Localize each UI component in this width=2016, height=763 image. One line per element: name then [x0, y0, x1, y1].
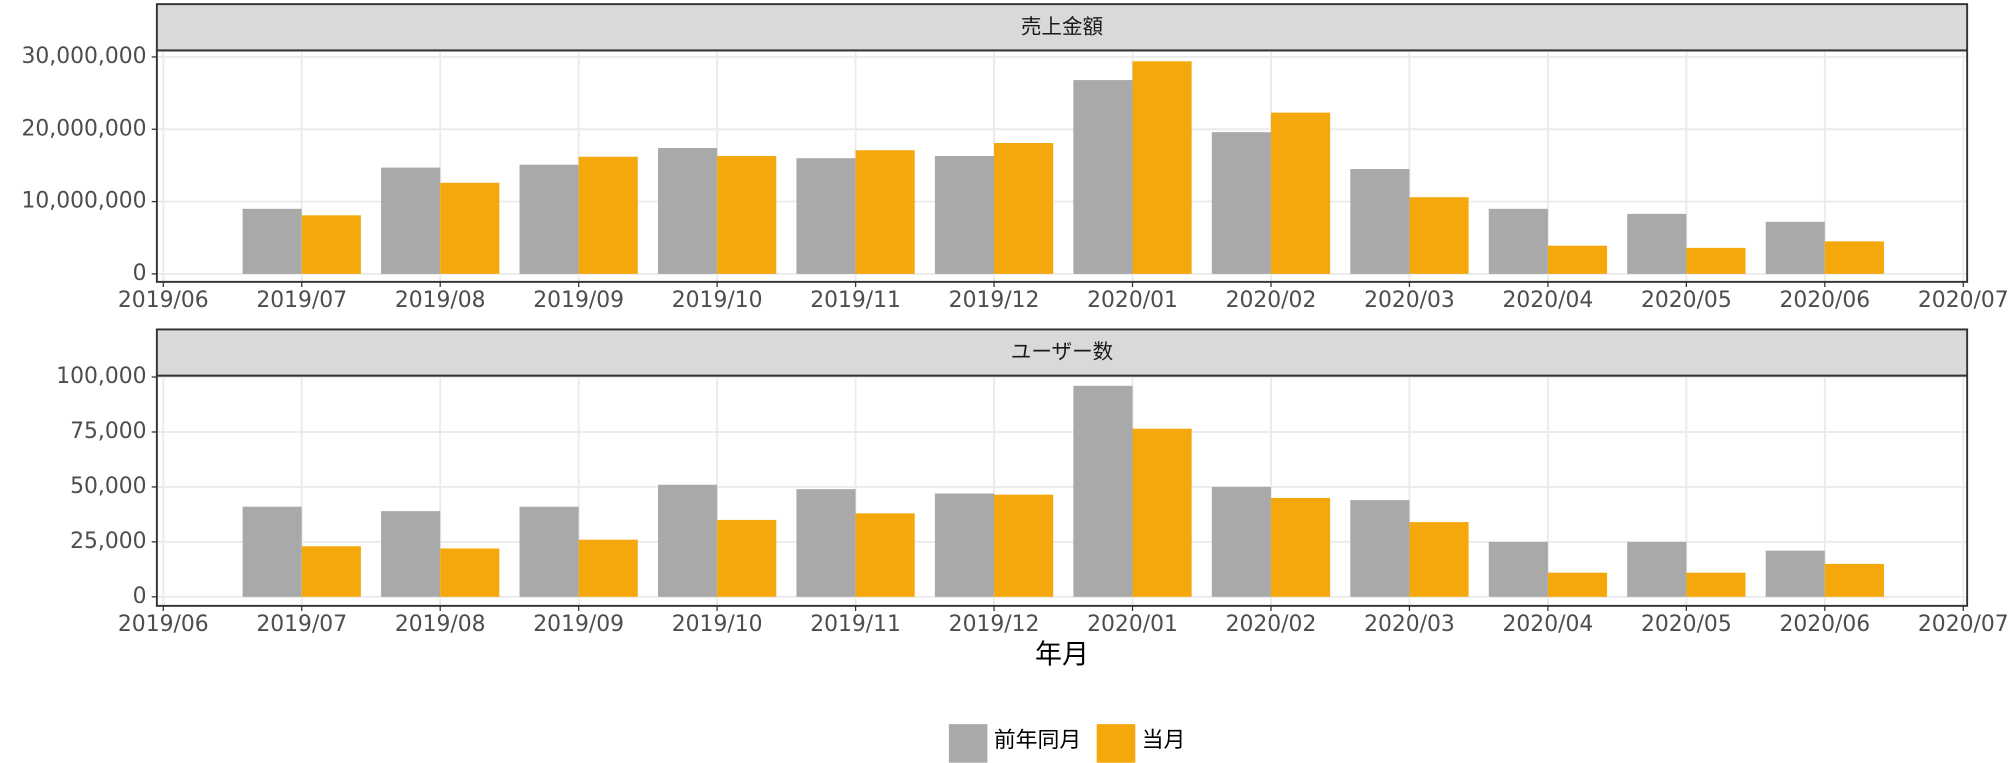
x-tick-label: 2020/02 [1226, 612, 1317, 637]
bar [242, 506, 302, 597]
bar [1073, 385, 1133, 597]
panel-border [155, 49, 1969, 283]
bar [855, 513, 915, 597]
bar [519, 164, 579, 274]
x-tick-label: 2019/06 [118, 288, 209, 313]
bar [657, 148, 718, 274]
bar [1547, 572, 1608, 597]
bar [242, 208, 302, 274]
bar [1547, 245, 1608, 274]
x-tick-label: 2020/01 [1087, 612, 1178, 637]
panel-border [155, 374, 1969, 607]
x-tick-label: 2020/01 [1087, 288, 1178, 313]
legend-label: 当月 [1142, 728, 1186, 753]
bar [796, 489, 856, 597]
bar [1488, 208, 1548, 274]
x-tick-label: 2019/08 [395, 288, 486, 313]
x-tick-label: 2020/05 [1641, 288, 1732, 313]
x-tick-label: 2020/02 [1226, 288, 1317, 313]
x-tick-label: 2019/12 [949, 288, 1040, 313]
bar [1270, 497, 1331, 597]
bar [1824, 563, 1884, 597]
bar [440, 182, 500, 274]
y-tick-label: 0 [133, 584, 147, 609]
x-tick-label: 2019/06 [118, 612, 209, 637]
bar [1270, 112, 1331, 274]
bar [519, 506, 579, 597]
bar [934, 493, 995, 597]
strip [155, 3, 1969, 52]
bar [657, 484, 718, 597]
bar [994, 143, 1054, 274]
bar [1409, 197, 1469, 274]
bar [578, 539, 638, 597]
bar [1211, 486, 1271, 597]
x-tick-label: 2020/06 [1779, 288, 1870, 313]
x-tick-label: 2019/12 [949, 612, 1040, 637]
bar [440, 548, 500, 597]
x-tick-label: 2020/05 [1641, 612, 1732, 637]
x-tick-label: 2019/09 [533, 612, 624, 637]
bar [381, 511, 441, 597]
y-tick-label: 25,000 [70, 529, 146, 554]
bar [1765, 221, 1825, 274]
x-tick-label: 2020/04 [1503, 612, 1594, 637]
bar [1627, 541, 1687, 597]
bar [855, 150, 915, 274]
legend-swatch [1096, 724, 1136, 763]
x-tick-label: 2020/03 [1364, 612, 1455, 637]
x-tick-label: 2019/11 [810, 288, 901, 313]
bar [301, 215, 361, 274]
panel-title: ユーザー数 [1011, 340, 1113, 364]
bar [301, 546, 361, 597]
y-tick-label: 10,000,000 [21, 189, 146, 214]
bar [1488, 541, 1548, 597]
bar [1686, 572, 1746, 597]
legend-label: 前年同月 [994, 728, 1081, 753]
x-axis-label: 年月 [1035, 640, 1089, 671]
bar [1350, 500, 1410, 597]
x-tick-label: 2019/10 [672, 612, 763, 637]
x-tick-label: 2020/06 [1779, 612, 1870, 637]
bar [934, 156, 995, 274]
legend-swatch [948, 724, 988, 763]
bar [1073, 80, 1133, 274]
x-tick-label: 2019/10 [672, 288, 763, 313]
bar [1211, 132, 1271, 274]
x-tick-label: 2020/07 [1918, 612, 2009, 637]
bar [381, 167, 441, 274]
bar [1409, 522, 1469, 597]
panel-title: 売上金額 [1021, 14, 1103, 38]
x-tick-label: 2019/09 [533, 288, 624, 313]
x-tick-label: 2019/07 [256, 612, 347, 637]
y-tick-label: 50,000 [70, 474, 146, 499]
x-tick-label: 2019/11 [810, 612, 901, 637]
bar [1686, 247, 1746, 274]
x-tick-label: 2020/03 [1364, 288, 1455, 313]
y-tick-label: 75,000 [70, 419, 146, 444]
bar [578, 156, 638, 274]
bar [1627, 213, 1687, 274]
bar [1824, 241, 1884, 274]
bar [1132, 61, 1192, 274]
bar [717, 156, 777, 274]
bar [1350, 169, 1410, 274]
y-tick-label: 20,000,000 [21, 116, 146, 141]
y-tick-label: 100,000 [56, 364, 146, 389]
bar [994, 494, 1054, 597]
x-tick-label: 2020/04 [1503, 288, 1594, 313]
bar [1765, 550, 1825, 597]
bar [717, 519, 777, 597]
y-tick-label: 0 [133, 261, 147, 286]
x-tick-label: 2020/07 [1918, 288, 2009, 313]
x-tick-label: 2019/08 [395, 612, 486, 637]
bar [796, 158, 856, 274]
bar [1132, 428, 1192, 597]
y-tick-label: 30,000,000 [21, 44, 146, 69]
x-tick-label: 2019/07 [256, 288, 347, 313]
